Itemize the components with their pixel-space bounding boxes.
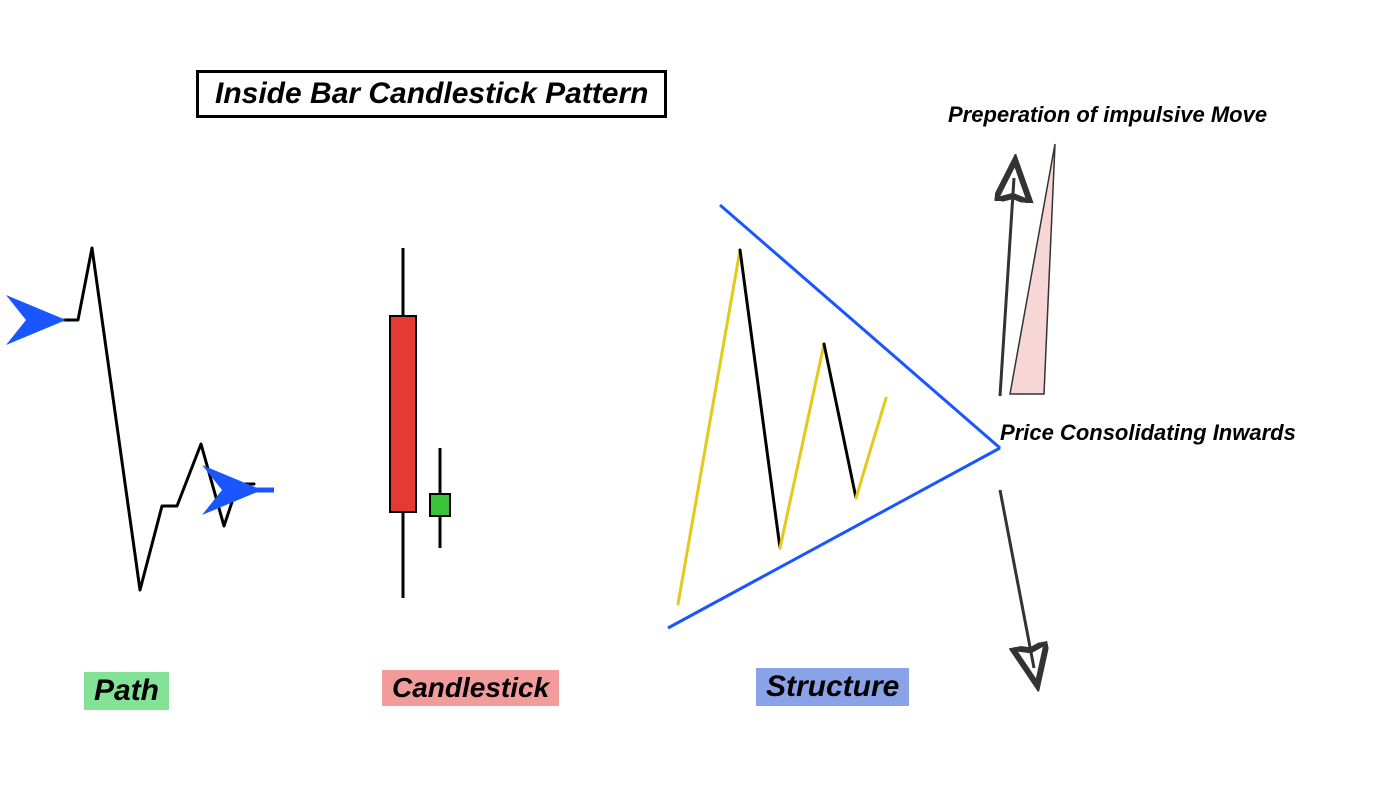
zigzag-segment (740, 250, 780, 548)
diagram-svg (0, 0, 1392, 787)
zigzag-segment (824, 344, 856, 498)
zigzag-segment (678, 250, 740, 604)
breakout-arrow-up (1000, 178, 1014, 396)
zigzag-segment (780, 344, 824, 548)
pink-spike (1010, 144, 1055, 394)
zigzag-segment (856, 398, 886, 498)
green-candle-body (430, 494, 450, 516)
breakout-arrow-down (1000, 490, 1034, 668)
red-candle-body (390, 316, 416, 512)
diagram-canvas: Inside Bar Candlestick Pattern Path Cand… (0, 0, 1392, 787)
structure-zigzag (678, 250, 886, 604)
converge-bottom (668, 448, 1000, 628)
path-zigzag (64, 248, 254, 590)
